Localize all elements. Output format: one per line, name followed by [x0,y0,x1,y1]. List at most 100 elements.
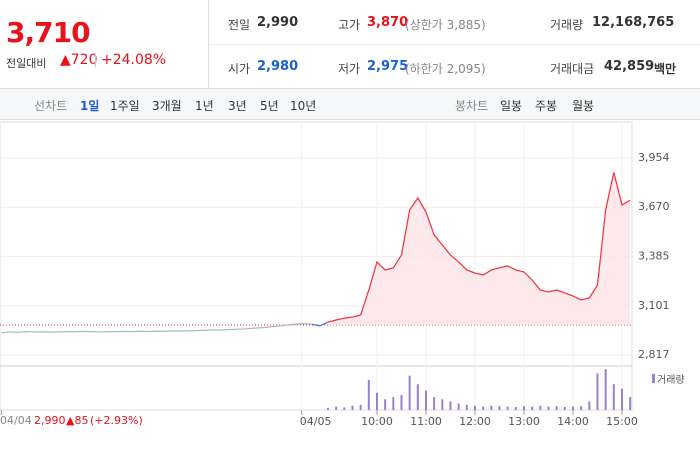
volume-bar [490,405,493,410]
price-line [327,172,631,323]
x-tick-label: 14:00 [557,415,589,428]
x-tick-label: 04/04 [0,414,32,427]
plot-frame [0,121,633,411]
x-tick-label: 04/05 [300,415,332,428]
tab[interactable]: 1일 [80,99,100,113]
volume-bar [629,397,632,410]
prev-close: 2,990 [34,414,66,427]
volume-bar [580,406,583,410]
change: ▲720 [60,52,98,68]
volume-bar [612,384,615,410]
volume-bar [416,384,419,410]
y-tick-label: 3,101 [638,299,670,312]
x-tick-label: 11:00 [410,415,442,428]
volume-bar [441,399,444,410]
y-tick-label: 3,670 [638,200,670,213]
stat-value: 12,168,765 [592,15,675,30]
stat-label: 고가 [338,18,361,32]
area-fill [327,172,631,326]
volume-legend: 거래량 [652,371,685,386]
legend-label: 거래량 [657,375,685,386]
volume-bar [563,406,566,410]
volume-bar [555,406,558,410]
tab[interactable]: 10년 [290,99,317,113]
stat-label: 저가 [338,62,361,76]
stat-value: 42,859 [604,59,655,74]
y-tick-label: 3,954 [638,151,670,164]
x-tick-label: 12:00 [459,415,491,428]
stat-note: (상한가 3,885) [405,18,486,32]
volume-bar [604,369,607,410]
volume-bar [433,397,436,410]
volume-bar [498,406,501,410]
volume-bar [514,406,517,410]
y-tick-label: 2,817 [638,348,670,361]
x-tick-label: 13:00 [508,415,540,428]
volume-bar [588,401,591,410]
volume-bar [335,406,338,410]
tab-bar [0,89,700,120]
tab[interactable]: 1주일 [110,99,140,113]
stat-label: 거래량 [550,18,584,32]
stat-note: (하한가 2,095) [405,62,486,76]
prev-rate: (+2.93%) [90,414,143,427]
volume-bar [375,392,378,410]
separator: | [93,52,98,68]
volume-bar [424,390,427,410]
quote-panel [0,0,700,89]
tab[interactable]: 일봉 [500,99,523,113]
stat-label: 전일 [228,18,251,32]
legend-swatch [652,374,655,383]
volume-bar [506,406,509,410]
volume-bar [465,404,468,410]
volume-bar [359,404,362,410]
volume-bar [408,375,411,410]
volume-bar [596,373,599,410]
y-tick-label: 3,385 [638,250,670,263]
tab[interactable]: 3개월 [152,99,182,113]
stat-value: 2,990 [257,15,299,30]
volume-bar [482,406,485,410]
tab[interactable]: 3년 [228,99,247,113]
tab-group-label: 선차트 [34,99,68,113]
volume-bar [392,397,395,410]
tab-group-label: 봉차트 [455,99,489,113]
volume-bar [531,406,534,410]
stat-label: 거래대금 [550,62,595,76]
change-label: 전일대비 [6,57,47,70]
tab[interactable]: 5년 [260,99,279,113]
volume-bar [522,406,525,410]
stat-value: 3,870 [367,15,409,30]
x-tick-label: 10:00 [361,415,393,428]
rate: +24.08% [101,52,167,68]
stat-unit: 백만 [654,62,677,76]
volume-bar [547,406,550,410]
price: 3,710 [6,16,91,49]
volume-bar [400,394,403,410]
price-line [311,321,329,327]
tab[interactable]: 월봉 [572,99,595,113]
volume-bar [473,405,476,410]
price-line [1,323,312,334]
stat-value: 2,975 [367,59,409,74]
x-tick-label: 15:00 [606,415,638,428]
volume-bar [571,406,574,410]
volume-bar [351,405,354,410]
volume-bar [384,399,387,410]
volume-bar [343,407,346,410]
tab[interactable]: 1년 [195,99,214,113]
volume-bar [620,388,623,410]
volume-bar [326,407,329,410]
volume-bar [449,401,452,410]
volume-bar [539,405,542,410]
stat-value: 2,980 [257,59,299,74]
divider [208,0,209,88]
tab[interactable]: 주봉 [535,99,558,113]
volume-bar [457,403,460,410]
divider [209,44,700,45]
volume-bar [367,379,370,410]
prev-change: ▲85 [66,414,89,427]
stat-label: 시가 [228,62,251,76]
